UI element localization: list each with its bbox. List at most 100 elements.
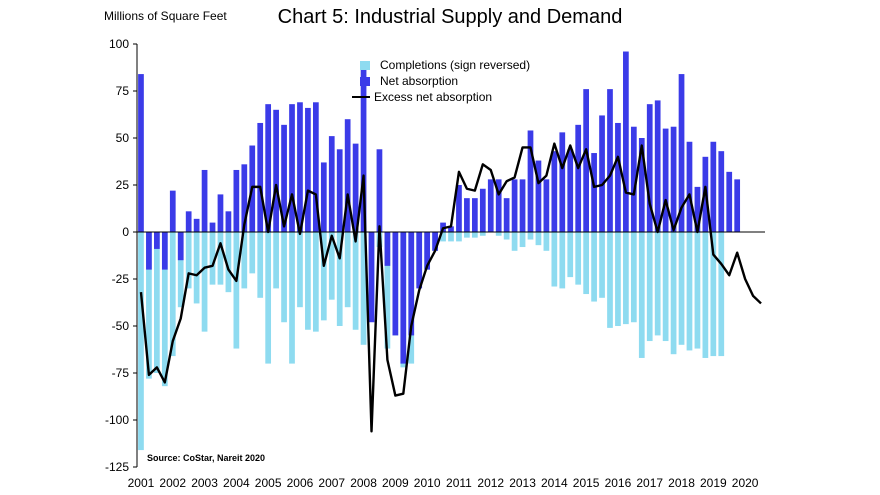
net-absorption-bar	[170, 191, 176, 232]
net-absorption-bar	[369, 232, 375, 322]
net-absorption-bar	[321, 162, 327, 232]
x-tick-label: 2004	[223, 476, 250, 490]
net-absorption-bar	[377, 149, 383, 232]
y-tick-label: 100	[109, 37, 129, 51]
y-tick-label: 75	[116, 84, 130, 98]
net-absorption-bar	[607, 89, 613, 232]
net-absorption-bar	[210, 223, 216, 232]
completions-bar	[663, 232, 669, 341]
x-tick-label: 2006	[287, 476, 314, 490]
completions-bar	[679, 232, 685, 345]
completions-bar	[512, 232, 518, 251]
net-absorption-bar	[202, 170, 208, 232]
net-absorption-bar	[559, 132, 565, 232]
net-absorption-bar	[257, 123, 263, 232]
net-absorption-bar	[710, 142, 716, 232]
completions-bar	[647, 232, 653, 341]
completions-bar	[551, 232, 557, 287]
net-absorption-bar	[671, 127, 677, 232]
completions-bar	[567, 232, 573, 277]
net-absorption-bar	[575, 125, 581, 232]
net-absorption-bar	[551, 151, 557, 232]
net-absorption-bar	[329, 136, 335, 232]
completions-bar	[218, 232, 224, 285]
net-absorption-bar	[392, 232, 398, 335]
x-tick-label: 2020	[732, 476, 759, 490]
net-absorption-bar	[146, 232, 152, 270]
completions-bar	[456, 232, 462, 241]
legend: Completions (sign reversed) Net absorpti…	[360, 57, 530, 105]
completions-bar	[448, 232, 454, 241]
completions-bar	[599, 232, 605, 298]
legend-label-completions: Completions (sign reversed)	[380, 57, 530, 73]
net-absorption-bar	[162, 232, 168, 270]
y-tick-label: -50	[112, 319, 130, 333]
legend-item-completions: Completions (sign reversed)	[360, 57, 530, 73]
y-tick-label: -75	[112, 366, 130, 380]
completions-bar	[528, 232, 534, 240]
net-absorption-bar	[567, 149, 573, 232]
y-tick-label: 0	[122, 225, 129, 239]
completions-bar	[472, 232, 478, 238]
x-tick-label: 2013	[509, 476, 536, 490]
completions-bar	[583, 232, 589, 294]
y-tick-label: -100	[105, 413, 129, 427]
completions-bar	[464, 232, 470, 238]
completions-bar	[718, 232, 724, 356]
completions-bar	[575, 232, 581, 285]
completions-bar	[249, 232, 255, 273]
legend-swatch-completions	[360, 61, 370, 70]
source-note: Source: CoStar, Nareit 2020	[147, 453, 265, 463]
net-absorption-bar	[687, 142, 693, 232]
net-absorption-bar	[337, 149, 343, 232]
completions-bar	[687, 232, 693, 350]
legend-swatch-net-absorption	[360, 77, 370, 86]
net-absorption-bar	[663, 129, 669, 232]
completions-bar	[703, 232, 709, 358]
x-tick-label: 2009	[382, 476, 409, 490]
completions-bar	[154, 232, 160, 373]
completions-bar	[194, 232, 200, 303]
net-absorption-bar	[154, 232, 160, 249]
x-tick-label: 2019	[700, 476, 727, 490]
net-absorption-bar	[623, 52, 629, 232]
net-absorption-bar	[504, 198, 510, 232]
x-tick-label: 2016	[605, 476, 632, 490]
completions-bar	[345, 232, 351, 307]
net-absorption-bar	[488, 179, 494, 232]
completions-bar	[202, 232, 208, 332]
net-absorption-bar	[615, 123, 621, 232]
net-absorption-bar	[655, 100, 661, 232]
completions-bar	[655, 232, 661, 335]
net-absorption-bar	[734, 179, 740, 232]
completions-bar	[257, 232, 263, 298]
net-absorption-bar	[472, 198, 478, 232]
net-absorption-bar	[591, 153, 597, 232]
net-absorption-bar	[416, 232, 422, 288]
completions-bar	[671, 232, 677, 354]
net-absorption-bar	[273, 110, 279, 232]
completions-bar	[639, 232, 645, 358]
x-tick-label: 2002	[159, 476, 186, 490]
net-absorption-bar	[226, 211, 232, 232]
net-absorption-bar	[464, 198, 470, 232]
x-tick-label: 2008	[350, 476, 377, 490]
net-absorption-bar	[385, 232, 391, 266]
completions-bar	[234, 232, 240, 349]
completions-bar	[520, 232, 526, 247]
y-tick-label: -125	[105, 460, 129, 474]
y-tick-label: 50	[116, 131, 130, 145]
completions-bar	[615, 232, 621, 326]
x-tick-label: 2014	[541, 476, 568, 490]
net-absorption-bar	[520, 179, 526, 232]
net-absorption-bar	[234, 170, 240, 232]
completions-bar	[559, 232, 565, 288]
completions-bar	[631, 232, 637, 322]
legend-swatch-excess-net-absorption	[352, 96, 370, 98]
net-absorption-bar	[194, 219, 200, 232]
legend-item-net-absorption: Net absorption	[360, 73, 530, 89]
net-absorption-bar	[726, 172, 732, 232]
net-absorption-bar	[599, 115, 605, 232]
completions-bar	[496, 232, 502, 236]
net-absorption-bar	[400, 232, 406, 364]
